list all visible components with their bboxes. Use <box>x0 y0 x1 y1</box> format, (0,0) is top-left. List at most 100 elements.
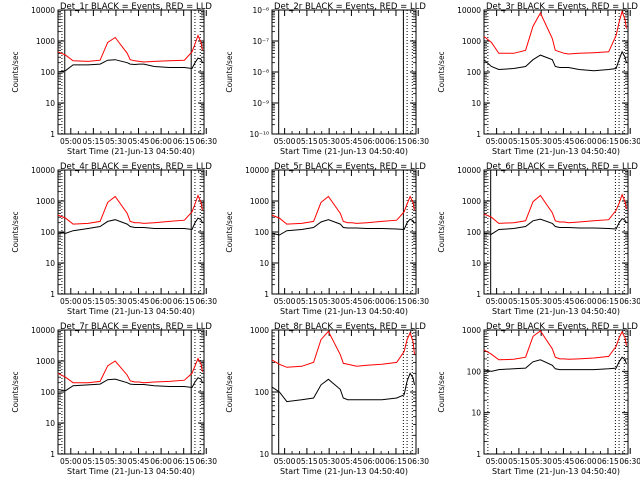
x-tick-label: 06:30 <box>195 457 217 466</box>
panel-title: Det_4r BLACK = Events, RED = LLD <box>60 162 212 172</box>
x-tick-label: 05:45 <box>128 297 150 306</box>
x-tick-label: 05:30 <box>530 297 552 306</box>
y-axis-label: Counts/sec <box>225 51 234 92</box>
x-tick-label: 05:00 <box>274 137 296 146</box>
x-tick-label: 05:30 <box>105 297 127 306</box>
x-axis-label: Start Time (21-Jun-13 04:50:40) <box>492 467 620 476</box>
y-axis-label: Counts/sec <box>437 211 446 252</box>
panel-det-7r: Det_7r BLACK = Events, RED = LLD 1 10 100 10… <box>11 322 217 476</box>
x-tick-label: 06:30 <box>619 137 640 146</box>
series-lld-line <box>57 194 203 225</box>
x-tick-label: 06:00 <box>363 297 385 306</box>
y-tick-label: 1 <box>264 290 269 299</box>
y-tick-label: 100 <box>41 388 56 397</box>
series-lld-line <box>271 195 415 225</box>
y-tick-label: 100 <box>255 388 270 397</box>
x-tick-label: 06:30 <box>407 297 429 306</box>
y-tick-label: 10000 <box>457 166 481 175</box>
x-tick-label: 06:15 <box>385 137 407 146</box>
y-tick-label: 10⁻⁷ <box>252 37 269 46</box>
panel-det-5r: Det_5r BLACK = Events, RED = LLD 1 10 100 10… <box>225 162 429 316</box>
series-events-line <box>483 217 627 235</box>
x-tick-label: 05:15 <box>508 457 530 466</box>
panel-title: Det_2r BLACK = Events, RED = LLD <box>274 2 426 12</box>
panel-title: Det_9r BLACK = Events, RED = LLD <box>486 322 638 332</box>
panel-det-3r: Det_3r BLACK = Events, RED = LLD 1 10 100 10… <box>437 2 640 156</box>
series-lld-line <box>483 193 627 224</box>
x-tick-label: 06:00 <box>150 457 172 466</box>
x-tick-label: 05:30 <box>530 457 552 466</box>
y-tick-label: 1 <box>50 450 55 459</box>
x-tick-label: 05:45 <box>128 137 150 146</box>
x-axis-label: Start Time (21-Jun-13 04:50:40) <box>280 467 408 476</box>
y-tick-label: 1000 <box>462 37 481 46</box>
series-lld-line <box>57 34 203 63</box>
plot-frame <box>483 169 629 295</box>
y-tick-label: 100 <box>41 68 56 77</box>
series-lld-line <box>483 9 627 55</box>
x-tick-label: 05:15 <box>508 297 530 306</box>
x-tick-label: 05:15 <box>296 297 318 306</box>
y-tick-label: 1000 <box>36 357 55 366</box>
y-tick-label: 1 <box>476 290 481 299</box>
x-tick-label: 05:15 <box>83 137 105 146</box>
x-tick-label: 05:00 <box>274 297 296 306</box>
x-tick-label: 05:30 <box>318 297 340 306</box>
y-tick-label: 1000 <box>250 326 269 335</box>
panel-title: Det_8r BLACK = Events, RED = LLD <box>274 322 426 332</box>
panel-title: Det_6r BLACK = Events, RED = LLD <box>486 162 638 172</box>
x-tick-label: 06:30 <box>407 137 429 146</box>
x-axis-label: Start Time (21-Jun-13 04:50:40) <box>280 307 408 316</box>
x-tick-label: 05:15 <box>83 457 105 466</box>
x-tick-label: 06:15 <box>173 297 195 306</box>
x-tick-label: 05:00 <box>60 137 82 146</box>
y-tick-label: 10 <box>471 259 481 268</box>
x-tick-label: 05:15 <box>83 297 105 306</box>
x-tick-label: 05:30 <box>530 137 552 146</box>
plot-frame <box>57 169 205 295</box>
plot-frame <box>271 169 417 295</box>
panel-det-2r: Det_2r BLACK = Events, RED = LLD 10⁻¹⁰ 10⁻… <box>225 2 429 156</box>
y-tick-label: 10 <box>45 99 55 108</box>
x-tick-label: 06:00 <box>363 137 385 146</box>
x-tick-label: 05:30 <box>318 137 340 146</box>
x-tick-label: 06:00 <box>363 457 385 466</box>
x-tick-label: 06:00 <box>575 297 597 306</box>
x-tick-label: 05:15 <box>296 137 318 146</box>
x-tick-label: 06:00 <box>575 457 597 466</box>
x-tick-label: 05:45 <box>341 457 363 466</box>
panel-det-6r: Det_6r BLACK = Events, RED = LLD 1 10 100 10… <box>437 162 640 316</box>
y-tick-label: 1 <box>476 450 481 459</box>
x-tick-label: 05:00 <box>486 137 508 146</box>
y-tick-label: 1000 <box>36 197 55 206</box>
y-tick-label: 1 <box>50 290 55 299</box>
x-tick-label: 06:00 <box>575 137 597 146</box>
plot-frame <box>483 9 629 135</box>
x-tick-label: 05:00 <box>486 457 508 466</box>
y-axis-label: Counts/sec <box>437 51 446 92</box>
series-events-line <box>483 50 627 72</box>
series-lld-line <box>271 330 415 368</box>
y-tick-label: 1000 <box>250 197 269 206</box>
panel-title: Det_5r BLACK = Events, RED = LLD <box>274 162 426 172</box>
x-tick-label: 06:30 <box>619 297 640 306</box>
x-tick-label: 06:00 <box>150 297 172 306</box>
x-tick-label: 05:45 <box>128 457 150 466</box>
y-tick-label: 10 <box>259 450 269 459</box>
x-tick-label: 06:00 <box>150 137 172 146</box>
y-axis-label: Counts/sec <box>11 371 20 412</box>
y-tick-label: 1 <box>476 130 481 139</box>
x-tick-label: 06:15 <box>597 137 619 146</box>
y-tick-label: 100 <box>467 228 482 237</box>
y-tick-label: 100 <box>467 367 482 376</box>
y-axis-label: Counts/sec <box>437 371 446 412</box>
y-tick-label: 10 <box>471 409 481 418</box>
y-tick-label: 1 <box>50 130 55 139</box>
x-tick-label: 06:30 <box>619 457 640 466</box>
plot-frame <box>483 329 629 455</box>
x-tick-label: 05:45 <box>553 297 575 306</box>
series-lld-line <box>57 357 203 384</box>
series-events-line <box>57 57 203 73</box>
